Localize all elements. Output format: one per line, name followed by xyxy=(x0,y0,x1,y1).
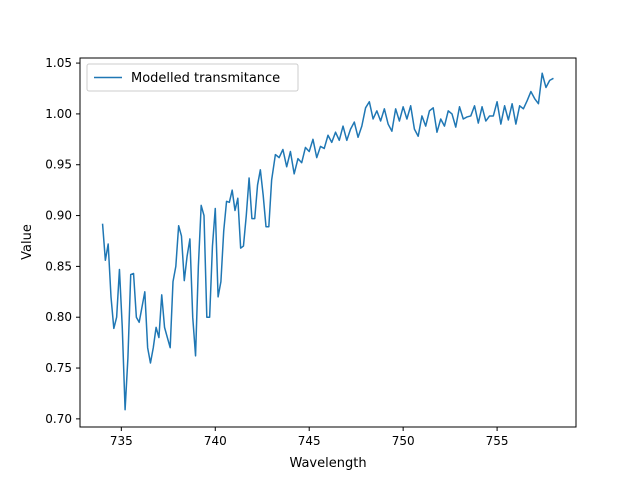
y-axis-ticks: 0.70 0.75 0.80 0.85 0.90 0.95 1.00 1.05 xyxy=(45,56,80,426)
y-tick-label: 0.85 xyxy=(45,259,72,273)
x-tick-label: 740 xyxy=(204,434,227,448)
legend: Modelled transmitance xyxy=(86,63,299,92)
plot-layer xyxy=(101,72,554,411)
y-tick-label: 0.70 xyxy=(45,412,72,426)
y-tick-label: 0.90 xyxy=(45,209,72,223)
x-axis-label: Wavelength xyxy=(289,456,366,471)
legend-label: Modelled transmitance xyxy=(131,71,280,86)
y-tick-label: 1.05 xyxy=(45,56,72,70)
series-line-modelled-transmitance xyxy=(101,72,554,411)
y-tick-label: 0.75 xyxy=(45,361,72,375)
y-tick-label: 0.95 xyxy=(45,158,72,172)
x-tick-label: 735 xyxy=(110,434,133,448)
plot-frame xyxy=(79,57,577,428)
x-tick-label: 745 xyxy=(298,434,321,448)
y-axis-label: Value xyxy=(20,224,35,260)
x-axis-ticks: 735 740 745 750 755 xyxy=(110,427,509,448)
x-tick-label: 755 xyxy=(486,434,509,448)
y-tick-label: 1.00 xyxy=(45,107,72,121)
y-tick-label: 0.80 xyxy=(45,310,72,324)
legend-box xyxy=(86,63,299,92)
x-tick-label: 750 xyxy=(392,434,415,448)
